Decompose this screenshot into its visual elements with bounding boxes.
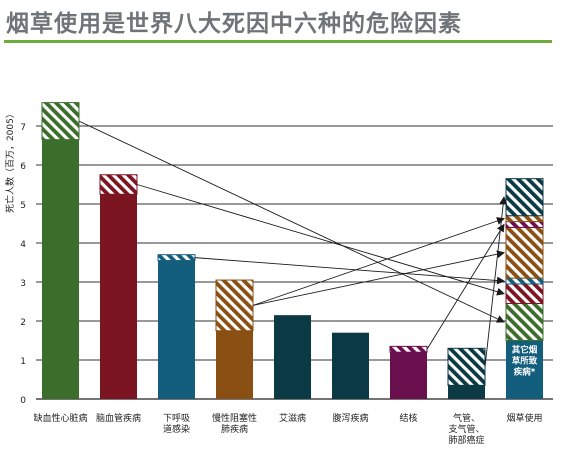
tobacco-bar-segment xyxy=(505,277,544,285)
connector-arrow xyxy=(252,217,505,306)
category-label: 支气管、 xyxy=(448,423,484,435)
bar-solid xyxy=(158,260,195,399)
category-label: 肺部癌症 xyxy=(448,434,484,446)
tobacco-bar-inner-label: 其它烟 xyxy=(512,345,538,356)
bar-tobacco-share xyxy=(41,102,80,141)
bar-solid xyxy=(100,194,137,399)
tobacco-bar-other xyxy=(506,340,543,399)
bar-tobacco-share xyxy=(215,279,254,332)
y-tick-label: 6 xyxy=(20,162,26,172)
category-label: 脑血管疾病 xyxy=(96,412,141,424)
tobacco-bar-segment xyxy=(505,221,544,228)
tobacco-bar-segment xyxy=(505,302,544,342)
tobacco-bar-inner-label: 草所致 xyxy=(512,356,538,367)
y-tick-label: 5 xyxy=(20,201,26,211)
connector-arrow xyxy=(484,196,508,367)
connector-arrow xyxy=(136,184,505,296)
category-label: 气管、 xyxy=(453,412,480,424)
connector-arrow xyxy=(78,120,505,323)
tobacco-bar-segment xyxy=(505,178,544,217)
bar-tobacco-share xyxy=(157,254,196,262)
connector-arrows xyxy=(78,120,508,367)
y-tick-label: 7 xyxy=(20,123,26,133)
y-tick-label: 2 xyxy=(20,318,26,328)
bar-tobacco-share xyxy=(389,345,428,353)
bar-solid xyxy=(42,139,79,399)
bar-solid xyxy=(390,352,427,399)
page-title: 烟草使用是世界八大死因中六种的危险因素 xyxy=(6,11,462,37)
tobacco-bar-segment xyxy=(505,215,544,223)
connector-arrow xyxy=(426,223,505,350)
title-rule xyxy=(4,40,552,43)
tobacco-bar-segment xyxy=(505,283,544,304)
bar-tobacco-share xyxy=(447,347,486,386)
category-label: 腹泻疾病 xyxy=(332,412,368,424)
bar-tobacco-share xyxy=(99,174,138,195)
bar-solid xyxy=(332,332,369,399)
category-label: 下呼吸 xyxy=(163,413,190,424)
tobacco-bar-inner-label: 疾病* xyxy=(514,367,536,378)
connector-arrow xyxy=(252,250,505,306)
y-tick-label: 0 xyxy=(20,396,26,406)
category-label: 慢性阻塞性 xyxy=(212,412,257,424)
category-label: 艾滋病 xyxy=(279,412,306,424)
bar-solid xyxy=(448,385,485,399)
tobacco-bar-segment xyxy=(505,226,544,279)
y-tick-label: 3 xyxy=(20,279,26,289)
bar-solid xyxy=(216,330,253,399)
category-label: 烟草使用 xyxy=(506,412,542,424)
y-tick-label: 4 xyxy=(20,240,26,250)
connector-arrow xyxy=(194,257,505,285)
category-label: 肺疾病 xyxy=(221,423,248,435)
y-tick-label: 1 xyxy=(20,357,26,367)
y-axis-label: 死亡人数（百万，2005） xyxy=(4,109,16,213)
category-label: 缺血性心脏病 xyxy=(33,412,87,424)
bar-solid xyxy=(274,315,311,399)
category-label: 道感染 xyxy=(163,423,190,435)
bars xyxy=(41,102,544,399)
category-label: 结核 xyxy=(399,412,417,424)
